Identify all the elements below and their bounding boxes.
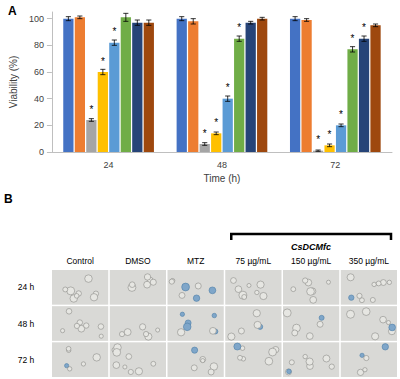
svg-text:*: * [89, 104, 93, 115]
svg-text:CsDCMfc: CsDCMfc [291, 242, 331, 252]
svg-text:100: 100 [29, 14, 44, 24]
svg-text:Control: Control [66, 256, 94, 266]
svg-text:24: 24 [104, 160, 114, 170]
svg-text:150 µg/mL: 150 µg/mL [291, 256, 332, 266]
svg-text:75 µg/mL: 75 µg/mL [236, 256, 272, 266]
svg-text:*: * [112, 26, 116, 37]
svg-text:0: 0 [39, 147, 44, 157]
svg-text:*: * [237, 22, 241, 33]
svg-text:*: * [203, 128, 207, 139]
svg-text:*: * [316, 134, 320, 145]
svg-text:*: * [362, 22, 366, 33]
svg-text:Viability (%): Viability (%) [8, 56, 19, 109]
svg-text:20: 20 [34, 120, 44, 130]
svg-text:*: * [351, 33, 355, 44]
svg-text:350 µg/mL: 350 µg/mL [349, 256, 390, 266]
svg-text:*: * [339, 109, 343, 120]
svg-text:A: A [8, 4, 17, 18]
svg-text:72: 72 [330, 160, 340, 170]
svg-text:DMSO: DMSO [125, 256, 151, 266]
svg-text:48: 48 [217, 160, 227, 170]
svg-text:Time (h): Time (h) [204, 173, 241, 184]
svg-text:B: B [4, 192, 13, 206]
svg-text:*: * [226, 82, 230, 93]
svg-text:24 h: 24 h [18, 282, 35, 292]
svg-text:*: * [101, 56, 105, 67]
svg-text:60: 60 [34, 67, 44, 77]
svg-text:72 h: 72 h [18, 355, 35, 365]
svg-text:48 h: 48 h [18, 319, 35, 329]
svg-text:40: 40 [34, 94, 44, 104]
svg-text:*: * [214, 117, 218, 128]
svg-text:MTZ: MTZ [187, 256, 204, 266]
svg-text:80: 80 [34, 40, 44, 50]
svg-text:*: * [328, 129, 332, 140]
